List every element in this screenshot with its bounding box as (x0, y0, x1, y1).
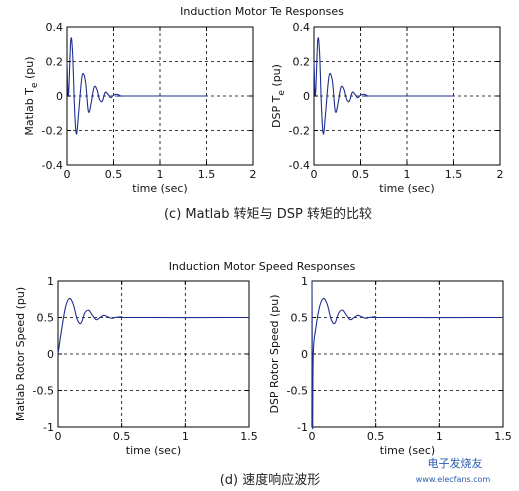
te-matlab-ytick-label: 0.4 (46, 21, 64, 34)
te-dsp-ytick-label: 0.4 (293, 21, 311, 34)
speed-dsp-ytick-label: -0.5 (287, 385, 308, 398)
te-dsp-ytick-label: 0.2 (293, 56, 311, 69)
te-matlab-ytick-label: -0.4 (42, 159, 63, 172)
speed-dsp-xtick-label: 0.5 (367, 430, 385, 443)
speed-dsp-xtick-label: 1 (436, 430, 443, 443)
speed-dsp-xtick-label: 1.5 (494, 430, 512, 443)
speed-matlab-ytick-label: 0 (47, 348, 54, 361)
te-matlab-ytick-label: -0.2 (42, 125, 63, 138)
speed-matlab-ylabel: Matlab Rotor Speed (pu) (14, 287, 27, 421)
speed-dsp-ylabel: DSP Rotor Speed (pu) (268, 294, 281, 413)
speed-matlab-ytick-label: 1 (47, 275, 54, 288)
speed-matlab-ytick-label: -0.5 (33, 385, 54, 398)
te-dsp-xtick-label: 0.5 (352, 168, 370, 181)
te-dsp-ylabel: DSP Te (pu) (270, 64, 287, 128)
watermark-text: 电子发烧友 (428, 456, 483, 470)
te-dsp-xtick-label: 2 (497, 168, 504, 181)
caption-d: (d) 速度响应波形 (220, 472, 321, 488)
speed-matlab-series-line (57, 297, 250, 355)
te-dsp-xtick-label: 1 (404, 168, 411, 181)
caption-c: (c) Matlab 转矩与 DSP 转矩的比较 (164, 206, 372, 222)
te-dsp-chart: 0 0.5 1 1.5 2 -0.4 -0.2 0 0.2 0.4 time (sec) DSP Te… (270, 21, 504, 195)
te-dsp-xtick-label: 1.5 (445, 168, 463, 181)
te-dsp-ylabel-suffix: (pu) (270, 64, 283, 90)
speed-dsp-ytick-label: -1 (297, 421, 308, 434)
speed-matlab-xtick-label: 0.5 (113, 430, 131, 443)
te-matlab-chart: 0 0.5 1 1.5 2 -0.4 -0.2 0 0.2 0.4 time (sec) Matlab… (23, 21, 257, 195)
te-matlab-series-line (66, 37, 207, 135)
speed-matlab-xtick-label: 0 (55, 430, 62, 443)
speed-matlab-xlabel: time (sec) (126, 444, 181, 457)
te-matlab-xtick-label: 2 (250, 168, 257, 181)
te-dsp-xlabel: time (sec) (379, 182, 434, 195)
te-matlab-ylabel-sub: e (30, 82, 40, 88)
te-matlab-xlabel: time (sec) (132, 182, 187, 195)
te-dsp-ylabel-sub: e (277, 90, 287, 96)
speed-chart-title: Induction Motor Speed Responses (169, 260, 356, 273)
plots-layer: 0 0.5 1 1.5 2 -0.4 -0.2 0 0.2 0.4 time (sec) Matlab… (14, 21, 512, 457)
te-matlab-ylabel: Matlab Te (pu) (23, 56, 40, 135)
te-chart-title: Induction Motor Te Responses (180, 5, 344, 18)
watermark-url: www.elecfans.com (416, 475, 491, 484)
te-dsp-ytick-label: 0 (303, 90, 310, 103)
te-dsp-ytick-label: -0.2 (289, 125, 310, 138)
te-dsp-series-line (313, 37, 454, 135)
te-dsp-xtick-label: 0 (311, 168, 318, 181)
te-matlab-ylabel-suffix: (pu) (23, 56, 36, 82)
te-matlab-xtick-label: 0.5 (105, 168, 123, 181)
te-dsp-ytick-label: -0.4 (289, 159, 310, 172)
speed-matlab-ytick-label: -1 (43, 421, 54, 434)
speed-dsp-series-line (311, 280, 504, 430)
speed-dsp-ytick-label: 0.5 (291, 312, 309, 325)
speed-dsp-xlabel: time (sec) (380, 444, 435, 457)
te-matlab-xtick-label: 1.5 (198, 168, 216, 181)
te-matlab-xtick-label: 1 (157, 168, 164, 181)
speed-dsp-xtick-label: 0 (309, 430, 316, 443)
te-dsp-ylabel-main: DSP T (270, 95, 283, 128)
te-matlab-ytick-label: 0 (56, 90, 63, 103)
te-matlab-xtick-label: 0 (64, 168, 71, 181)
speed-matlab-ytick-label: 0.5 (37, 312, 55, 325)
speed-dsp-ytick-label: 1 (301, 275, 308, 288)
te-matlab-ylabel-main: Matlab T (23, 88, 36, 136)
speed-matlab-xtick-label: 1 (182, 430, 189, 443)
speed-dsp-ytick-label: 0 (301, 348, 308, 361)
speed-matlab-xtick-label: 1.5 (240, 430, 258, 443)
te-matlab-ytick-label: 0.2 (46, 56, 64, 69)
